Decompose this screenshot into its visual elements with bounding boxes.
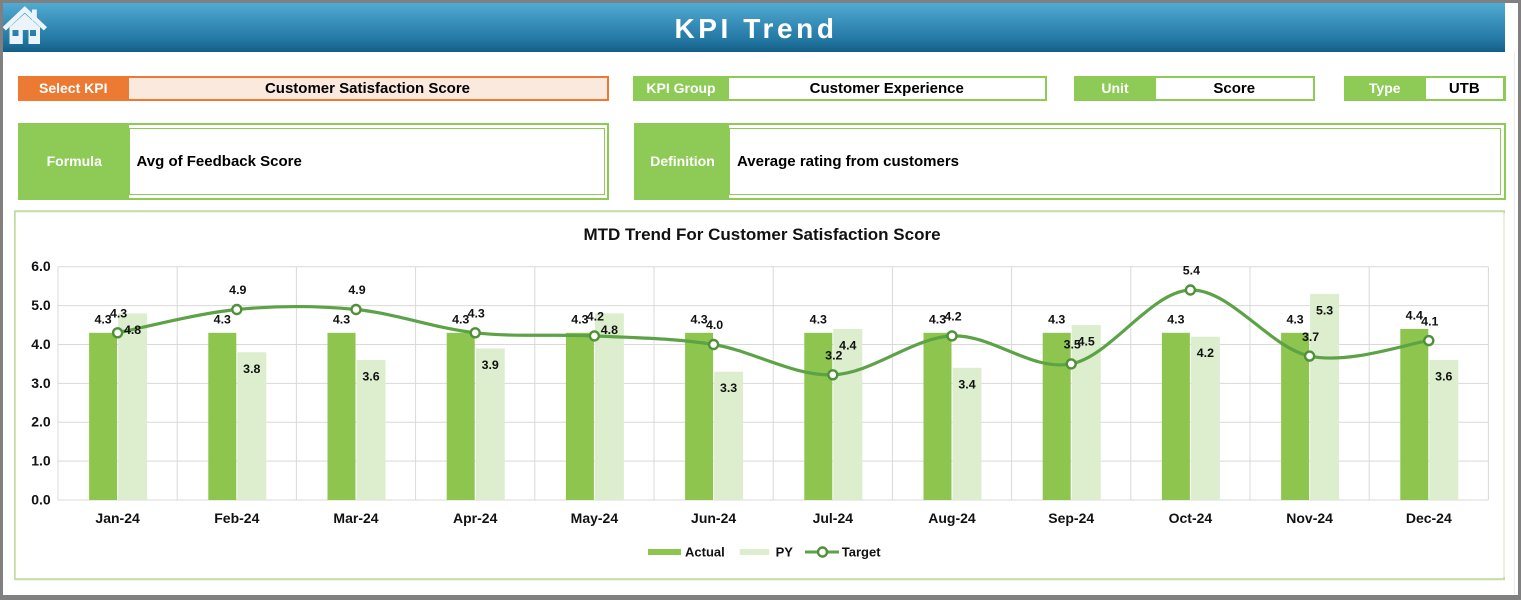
svg-text:4.2: 4.2: [944, 310, 961, 324]
svg-text:4.3: 4.3: [571, 313, 588, 327]
svg-text:5.3: 5.3: [1316, 303, 1333, 317]
svg-text:Nov-24: Nov-24: [1286, 510, 1333, 526]
svg-text:4.3: 4.3: [333, 313, 350, 327]
svg-text:4.3: 4.3: [929, 313, 946, 327]
svg-text:4.3: 4.3: [690, 313, 707, 327]
svg-text:3.8: 3.8: [243, 362, 260, 376]
svg-text:Feb-24: Feb-24: [214, 510, 259, 526]
svg-text:Mar-24: Mar-24: [333, 510, 378, 526]
svg-text:4.3: 4.3: [468, 307, 485, 321]
svg-text:0.0: 0.0: [31, 492, 51, 508]
svg-text:4.2: 4.2: [1197, 346, 1214, 360]
svg-text:4.3: 4.3: [810, 313, 827, 327]
svg-text:Aug-24: Aug-24: [928, 510, 976, 526]
svg-text:May-24: May-24: [571, 510, 619, 526]
svg-text:Apr-24: Apr-24: [453, 510, 498, 526]
svg-text:3.0: 3.0: [31, 375, 51, 391]
svg-text:Dec-24: Dec-24: [1406, 510, 1452, 526]
svg-text:3.7: 3.7: [1302, 330, 1319, 344]
svg-text:4.3: 4.3: [452, 313, 469, 327]
svg-text:4.3: 4.3: [1286, 313, 1303, 327]
svg-text:Jan-24: Jan-24: [95, 510, 140, 526]
svg-text:4.3: 4.3: [214, 313, 231, 327]
svg-text:5.0: 5.0: [31, 297, 51, 313]
svg-text:4.3: 4.3: [1167, 313, 1184, 327]
svg-text:3.4: 3.4: [958, 377, 975, 391]
svg-text:3.6: 3.6: [362, 370, 379, 384]
svg-text:Jul-24: Jul-24: [813, 510, 854, 526]
svg-text:5.4: 5.4: [1183, 264, 1200, 278]
svg-text:1.0: 1.0: [31, 453, 51, 469]
svg-text:4.0: 4.0: [31, 336, 51, 352]
svg-text:3.2: 3.2: [825, 349, 842, 363]
svg-text:4.3: 4.3: [94, 313, 111, 327]
svg-text:3.9: 3.9: [482, 358, 499, 372]
svg-text:2.0: 2.0: [31, 414, 51, 430]
svg-text:Sep-24: Sep-24: [1048, 510, 1094, 526]
svg-text:4.0: 4.0: [706, 318, 723, 332]
svg-text:4.1: 4.1: [1421, 314, 1438, 328]
svg-text:MTD Trend For Customer Satisfa: MTD Trend For Customer Satisfaction Scor…: [583, 225, 940, 244]
svg-text:4.3: 4.3: [1048, 313, 1065, 327]
svg-text:4.2: 4.2: [587, 310, 604, 324]
svg-text:4.3: 4.3: [110, 307, 127, 321]
svg-text:Oct-24: Oct-24: [1169, 510, 1213, 526]
svg-text:4.4: 4.4: [1406, 309, 1423, 323]
svg-text:PY: PY: [776, 545, 794, 560]
svg-text:4.8: 4.8: [601, 323, 618, 337]
svg-text:4.4: 4.4: [839, 338, 856, 352]
svg-text:3.6: 3.6: [1435, 370, 1452, 384]
svg-text:4.9: 4.9: [348, 283, 365, 297]
svg-text:3.3: 3.3: [720, 381, 737, 395]
svg-text:4.5: 4.5: [1078, 335, 1095, 349]
svg-text:Jun-24: Jun-24: [691, 510, 736, 526]
svg-text:4.9: 4.9: [229, 283, 246, 297]
svg-text:6.0: 6.0: [31, 258, 51, 274]
svg-text:4.8: 4.8: [124, 323, 141, 337]
svg-text:3.5: 3.5: [1064, 338, 1081, 352]
svg-text:Target: Target: [842, 545, 881, 560]
svg-text:Actual: Actual: [685, 545, 725, 560]
